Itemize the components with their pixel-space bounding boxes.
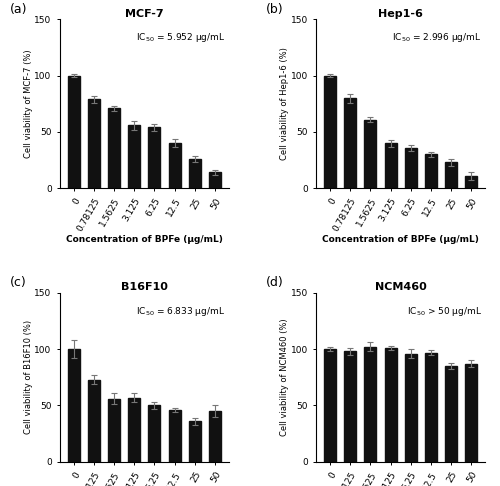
Bar [404, 354, 417, 462]
Bar [188, 159, 201, 188]
Bar [384, 143, 396, 188]
Text: IC$_{50}$ = 6.833 μg/mL: IC$_{50}$ = 6.833 μg/mL [136, 305, 226, 318]
Bar [188, 421, 201, 462]
Title: B16F10: B16F10 [121, 282, 168, 292]
Bar [168, 143, 180, 188]
Bar [88, 99, 100, 188]
Title: NCM460: NCM460 [375, 282, 426, 292]
Bar [324, 76, 336, 188]
Bar [68, 349, 80, 462]
Bar [445, 366, 457, 462]
Bar [148, 405, 160, 462]
X-axis label: Concentration of BPFe (μg/mL): Concentration of BPFe (μg/mL) [322, 235, 479, 243]
Text: IC$_{50}$ = 2.996 μg/mL: IC$_{50}$ = 2.996 μg/mL [392, 31, 482, 44]
Text: (c): (c) [10, 276, 26, 289]
Bar [324, 349, 336, 462]
Bar [209, 411, 221, 462]
Text: IC$_{50}$ = 5.952 μg/mL: IC$_{50}$ = 5.952 μg/mL [136, 31, 226, 44]
Bar [344, 98, 356, 188]
Text: (d): (d) [266, 276, 283, 289]
Bar [108, 399, 120, 462]
Bar [128, 125, 140, 188]
Bar [108, 108, 120, 188]
Y-axis label: Cell viability of MCF-7 (%): Cell viability of MCF-7 (%) [24, 50, 33, 158]
Bar [404, 148, 417, 188]
Bar [209, 173, 221, 188]
Text: (b): (b) [266, 2, 283, 16]
Bar [445, 162, 457, 188]
Bar [384, 348, 396, 462]
Bar [465, 364, 477, 462]
Bar [68, 76, 80, 188]
Bar [465, 176, 477, 188]
Bar [128, 398, 140, 462]
Bar [344, 351, 356, 462]
Y-axis label: Cell viability of Hep1-6 (%): Cell viability of Hep1-6 (%) [280, 48, 289, 160]
Title: Hep1-6: Hep1-6 [378, 9, 423, 18]
Bar [364, 120, 376, 188]
Text: (a): (a) [10, 2, 27, 16]
Bar [88, 380, 100, 462]
Bar [425, 155, 437, 188]
Bar [168, 410, 180, 462]
Bar [425, 352, 437, 462]
Bar [148, 127, 160, 188]
Y-axis label: Cell viability of NCM460 (%): Cell viability of NCM460 (%) [280, 318, 289, 436]
Title: MCF-7: MCF-7 [125, 9, 164, 18]
X-axis label: Concentration of BPFe (μg/mL): Concentration of BPFe (μg/mL) [66, 235, 223, 243]
Y-axis label: Cell viability of B16F10 (%): Cell viability of B16F10 (%) [24, 320, 33, 434]
Text: IC$_{50}$ > 50 μg/mL: IC$_{50}$ > 50 μg/mL [406, 305, 482, 318]
Bar [364, 347, 376, 462]
